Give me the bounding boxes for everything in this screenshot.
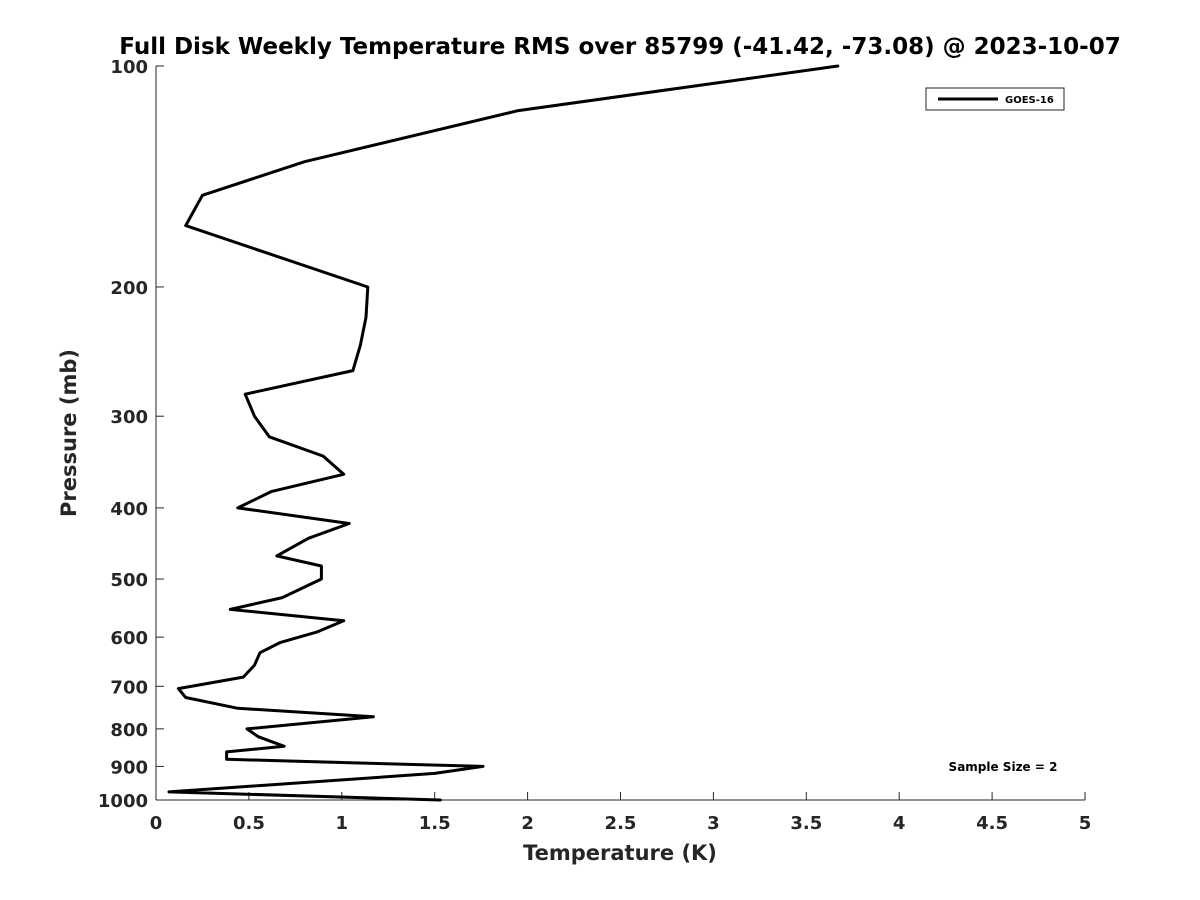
y-tick-label: 1000: [98, 791, 148, 812]
y-tick-label: 500: [110, 570, 148, 591]
y-axis-ticks: 100 200 300 400 500 600 700 800 900 1000: [98, 57, 164, 812]
y-axis-label: Pressure (mb): [57, 349, 81, 517]
y-tick-label: 800: [110, 720, 148, 741]
x-tick-label: 3: [707, 813, 720, 834]
series-group: [167, 64, 840, 802]
legend: GOES-16: [925, 87, 1065, 111]
x-tick-label: 2: [521, 813, 534, 834]
y-tick-label: 900: [110, 757, 148, 778]
y-tick-label: 700: [110, 677, 148, 698]
x-axis-ticks: 0 0.5 1 1.5 2 2.5 3 3.5 4 4.5 5: [150, 792, 1092, 834]
x-tick-label: 0.5: [233, 813, 265, 834]
legend-label-goes-16: GOES-16: [1005, 95, 1054, 106]
x-tick-label: 4: [893, 813, 906, 834]
plot-area: 0 0.5 1 1.5 2 2.5 3 3.5 4 4.5 5 100 200 300 400 500 600…: [98, 57, 1091, 834]
y-tick-label: 400: [110, 499, 148, 520]
series-line-goes-16: [167, 64, 840, 802]
y-tick-label: 200: [110, 278, 148, 299]
y-tick-label: 300: [110, 407, 148, 428]
x-tick-label: 4.5: [976, 813, 1008, 834]
y-tick-label: 600: [110, 628, 148, 649]
x-tick-label: 5: [1079, 813, 1092, 834]
chart-title: Full Disk Weekly Temperature RMS over 85…: [119, 34, 1121, 60]
x-axis-label: Temperature (K): [523, 841, 717, 865]
x-tick-label: 2.5: [605, 813, 637, 834]
x-tick-label: 0: [150, 813, 163, 834]
y-tick-label: 100: [110, 57, 148, 78]
x-tick-label: 3.5: [790, 813, 822, 834]
x-tick-label: 1: [336, 813, 349, 834]
sample-size-annotation: Sample Size = 2: [949, 760, 1058, 774]
x-tick-label: 1.5: [419, 813, 451, 834]
